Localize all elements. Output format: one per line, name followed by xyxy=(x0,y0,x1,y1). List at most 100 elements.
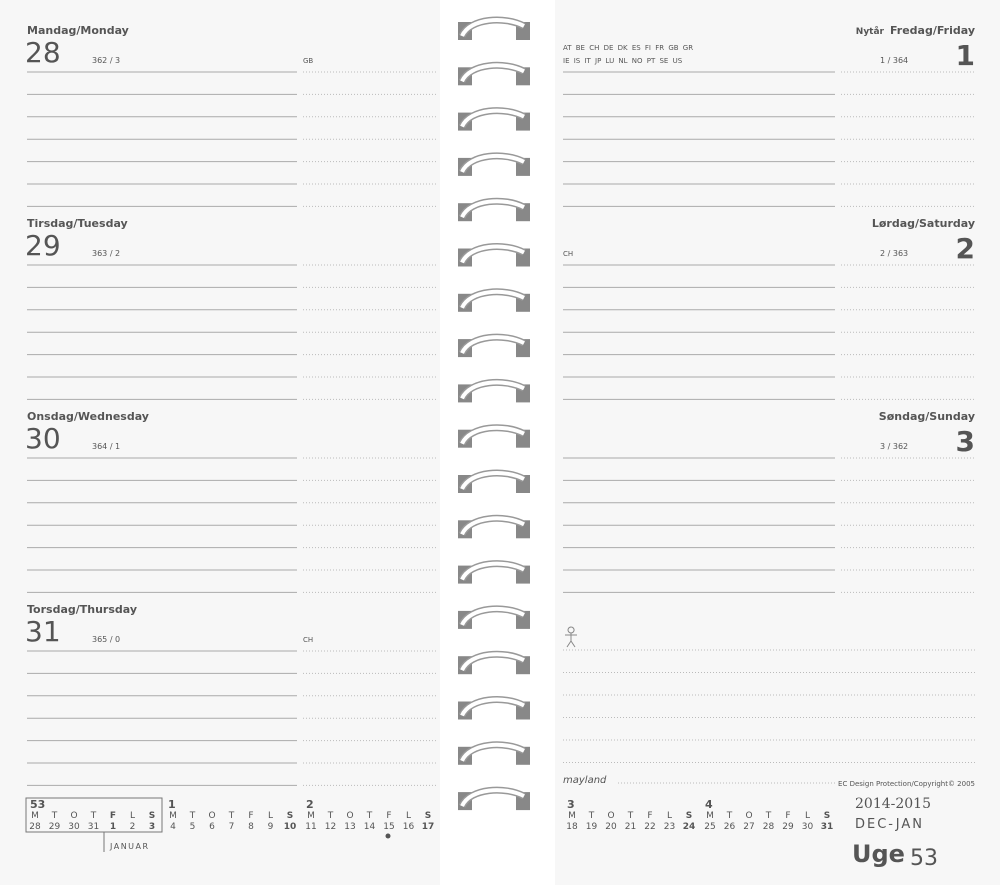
day-name: Søndag/Sunday xyxy=(879,410,975,423)
day-name: Mandag/Monday xyxy=(27,24,129,37)
weekday-letter: O xyxy=(607,811,614,821)
calendar-date: 31 xyxy=(821,822,834,832)
calendar-date: 12 xyxy=(325,822,336,832)
calendar-date: 9 xyxy=(268,822,274,832)
weekday-letter: L xyxy=(130,811,135,821)
calendar-date: 3 xyxy=(149,822,155,832)
weekday-letter: S xyxy=(287,811,293,821)
person-icon xyxy=(565,626,577,648)
weekday-letter: L xyxy=(406,811,411,821)
calendar-date: 21 xyxy=(625,822,636,832)
calendar-date: 20 xyxy=(605,822,617,832)
week-box xyxy=(25,797,163,833)
calendar-date: 14 xyxy=(364,822,376,832)
calendar-date: 10 xyxy=(284,822,297,832)
month-label: JANUAR xyxy=(109,842,150,851)
holiday-codes: AT BE CH DE DK ES FI FR GB GR xyxy=(563,44,693,52)
week-number: 4 xyxy=(705,798,713,811)
wire-ring xyxy=(460,380,525,400)
calendar-date: 28 xyxy=(29,822,41,832)
calendar-date: 16 xyxy=(403,822,415,832)
wire-ring xyxy=(460,289,525,309)
wire-ring xyxy=(460,561,525,581)
day-count: 362 / 3 xyxy=(92,56,120,65)
weekday-letter: M xyxy=(307,811,315,821)
spine xyxy=(440,0,555,885)
calendar-date: 30 xyxy=(802,822,814,832)
calendar-date: 29 xyxy=(49,822,61,832)
calendar-date: 23 xyxy=(664,822,675,832)
weekday-letter: O xyxy=(208,811,215,821)
day-count: 363 / 2 xyxy=(92,249,120,258)
holiday-codes: GB xyxy=(303,57,313,65)
wire-ring xyxy=(460,18,525,38)
weekday-letter: O xyxy=(70,811,77,821)
weekday-letter: F xyxy=(248,811,253,821)
weekday-letter: O xyxy=(346,811,353,821)
holiday-codes: IE IS IT JP LU NL NO PT SE US xyxy=(563,57,683,65)
calendar-date: 19 xyxy=(586,822,598,832)
calendar-date: 27 xyxy=(743,822,754,832)
day-name: Tirsdag/Tuesday xyxy=(27,217,128,230)
wire-ring xyxy=(460,63,525,83)
weekday-letter: M xyxy=(706,811,714,821)
weekday-letter: F xyxy=(386,811,391,821)
calendar-date: 29 xyxy=(782,822,794,832)
calendar-date: 24 xyxy=(683,822,696,832)
week-number: 2 xyxy=(306,798,314,811)
day-number: 29 xyxy=(25,229,61,262)
week-number: 53 xyxy=(30,798,45,811)
wire-ring xyxy=(460,244,525,264)
weekday-letter: M xyxy=(31,811,39,821)
weekday-letter: T xyxy=(189,811,196,821)
months: DEC-JAN xyxy=(855,817,924,832)
weekday-letter: S xyxy=(425,811,431,821)
weekday-letter: O xyxy=(745,811,752,821)
day-number: 1 xyxy=(956,39,975,72)
weekday-letter: L xyxy=(268,811,273,821)
day-name: Torsdag/Thursday xyxy=(27,603,137,616)
years: 2014-2015 xyxy=(855,796,931,812)
calendar-date: 6 xyxy=(209,822,215,832)
copyright: EC Design Protection/Copyright© 2005 xyxy=(838,780,975,788)
wire-ring xyxy=(460,154,525,173)
day-name: Onsdag/Wednesday xyxy=(27,410,149,423)
day-name: Lørdag/Saturday xyxy=(872,217,975,230)
day-count: 1 / 364 xyxy=(880,56,908,65)
wire-ring xyxy=(460,335,525,355)
weekday-letter: T xyxy=(588,811,595,821)
calendar-date: 28 xyxy=(763,822,775,832)
calendar-date: 30 xyxy=(68,822,80,832)
wire-ring xyxy=(460,471,525,491)
calendar-date: 7 xyxy=(229,822,235,832)
calendar-date: 8 xyxy=(248,822,254,832)
weekday-letter: F xyxy=(110,811,116,821)
wire-ring xyxy=(460,199,525,219)
wire-ring xyxy=(460,697,525,717)
day-number: 28 xyxy=(25,36,61,69)
calendar-date: 2 xyxy=(130,822,136,832)
wire-ring xyxy=(460,788,525,808)
calendar-date: 1 xyxy=(110,822,116,832)
wire-ring xyxy=(460,108,525,128)
calendar-date: 5 xyxy=(190,822,196,832)
weekday-letter: T xyxy=(366,811,373,821)
day-count: 3 / 362 xyxy=(880,442,908,451)
day-number: 2 xyxy=(956,232,975,265)
wire-ring xyxy=(460,516,525,536)
wire-ring xyxy=(460,652,525,672)
holiday-codes: CH xyxy=(303,636,313,644)
holiday-name: Nytår xyxy=(856,26,885,37)
weekday-letter: F xyxy=(785,811,790,821)
week-number: 3 xyxy=(567,798,575,811)
wire-ring xyxy=(460,742,525,762)
moon-phase xyxy=(385,833,391,839)
weekday-letter: S xyxy=(824,811,830,821)
weekday-letter: T xyxy=(765,811,772,821)
spiral-binding xyxy=(458,16,530,811)
weekday-letter: M xyxy=(568,811,576,821)
weekday-letter: L xyxy=(667,811,672,821)
calendar-date: 26 xyxy=(724,822,736,832)
weekday-letter: M xyxy=(169,811,177,821)
